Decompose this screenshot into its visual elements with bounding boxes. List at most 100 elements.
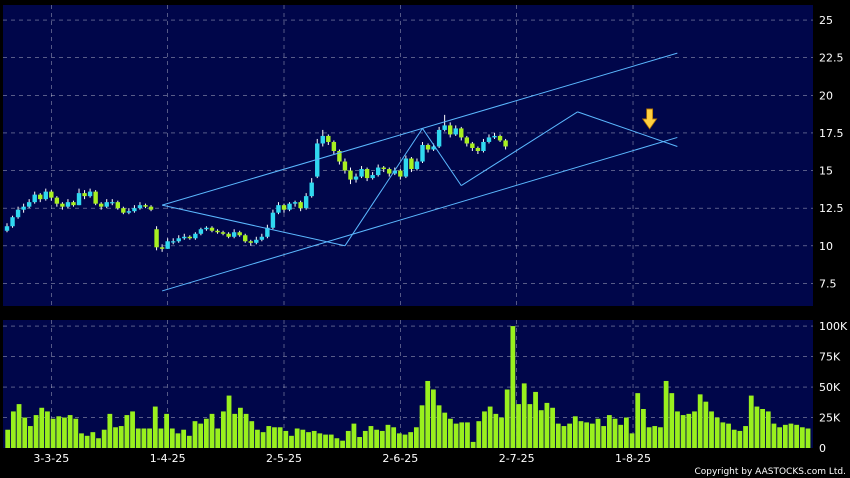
volume-bar — [675, 411, 680, 448]
volume-bar — [782, 424, 788, 448]
candle-body — [287, 203, 292, 210]
candle-body — [148, 206, 154, 210]
volume-bar — [28, 426, 33, 448]
candle — [481, 138, 486, 153]
volume-bar — [760, 408, 765, 448]
candle-body — [320, 135, 325, 144]
candle-body — [303, 196, 309, 209]
candle — [342, 158, 348, 174]
candle-body — [21, 206, 26, 210]
volume-bar — [152, 406, 158, 448]
candle-body — [132, 208, 137, 212]
volume-bar — [10, 411, 16, 448]
volume-bar — [300, 429, 306, 448]
candle-body — [475, 147, 481, 151]
date-axis: 3-3-25 1-4-25 2-5-25 2-6-25 2-7-25 1-8-2… — [33, 452, 651, 465]
volume-bar — [198, 423, 204, 448]
candle — [381, 166, 386, 173]
volume-bar — [743, 426, 748, 448]
candle — [270, 209, 276, 230]
trendline — [161, 136, 678, 292]
candle — [193, 232, 198, 240]
volume-bar — [362, 430, 368, 448]
trendline — [162, 204, 346, 247]
candle — [470, 141, 475, 151]
candle — [359, 166, 364, 179]
candle-body — [326, 135, 331, 142]
candle — [231, 229, 237, 239]
volume-bar — [175, 433, 181, 448]
candle — [403, 155, 409, 179]
candle-body — [503, 140, 508, 147]
candle — [243, 233, 248, 243]
down-arrow-marker — [641, 108, 658, 130]
volume-bar — [652, 426, 658, 448]
candle — [254, 236, 259, 245]
trendline — [577, 111, 678, 147]
candle — [292, 200, 298, 207]
volume-bar — [714, 417, 720, 448]
candle-body — [215, 230, 220, 233]
candle-body — [65, 202, 71, 207]
volume-bar — [215, 428, 221, 448]
candle — [26, 199, 32, 209]
volume-bar — [130, 411, 135, 448]
candle-body — [171, 241, 176, 243]
volume-bar — [436, 405, 442, 448]
volume-bar — [209, 413, 215, 448]
candle-body — [121, 208, 126, 213]
volume-bar — [470, 441, 476, 448]
candle-body — [71, 202, 76, 206]
volume-bar — [192, 421, 198, 448]
candle — [459, 126, 464, 141]
volume-bar — [527, 404, 533, 448]
candle — [60, 202, 65, 210]
volume-bar — [317, 433, 323, 448]
candle-body — [154, 229, 159, 248]
volume-bar — [697, 394, 703, 448]
volume-bar — [90, 432, 96, 448]
volume-bar — [493, 413, 499, 448]
candle-body — [220, 232, 226, 234]
candle — [309, 178, 314, 198]
volume-bar — [765, 411, 771, 448]
volume-bar — [402, 434, 408, 448]
volume-bar — [39, 407, 45, 448]
volume-bar — [641, 408, 646, 448]
trendline — [422, 128, 462, 186]
volume-bar — [521, 383, 527, 448]
volume-tick-label: 25K — [819, 412, 841, 425]
candle — [187, 235, 193, 240]
candle-body — [448, 125, 453, 135]
candle-body — [209, 227, 215, 231]
volume-bar — [612, 418, 618, 448]
volume-bar — [567, 423, 573, 448]
volume-bar — [482, 411, 487, 448]
candle-body — [403, 158, 409, 177]
candle-body — [204, 227, 209, 230]
volume-bar — [62, 417, 67, 448]
volume-bar — [147, 428, 152, 448]
volume-bar — [459, 422, 465, 448]
candle-body — [87, 191, 93, 197]
candle — [104, 199, 109, 209]
candle — [82, 190, 87, 200]
volume-tick-label: 50K — [819, 381, 841, 394]
candle — [65, 199, 71, 209]
volume-bar — [669, 393, 675, 448]
candle — [4, 223, 10, 233]
volume-bar — [84, 435, 90, 448]
volume-bar — [799, 427, 805, 448]
volume-bar — [754, 406, 760, 448]
volume-bar — [425, 380, 431, 448]
candle — [132, 205, 137, 213]
candle — [71, 200, 76, 207]
candle — [49, 190, 54, 201]
volume-bar — [788, 423, 794, 448]
volume-bar — [448, 418, 453, 448]
price-tick-label: 22.5 — [819, 52, 844, 65]
volume-bar — [487, 406, 493, 448]
candle-body — [265, 227, 270, 237]
candle — [215, 229, 220, 234]
